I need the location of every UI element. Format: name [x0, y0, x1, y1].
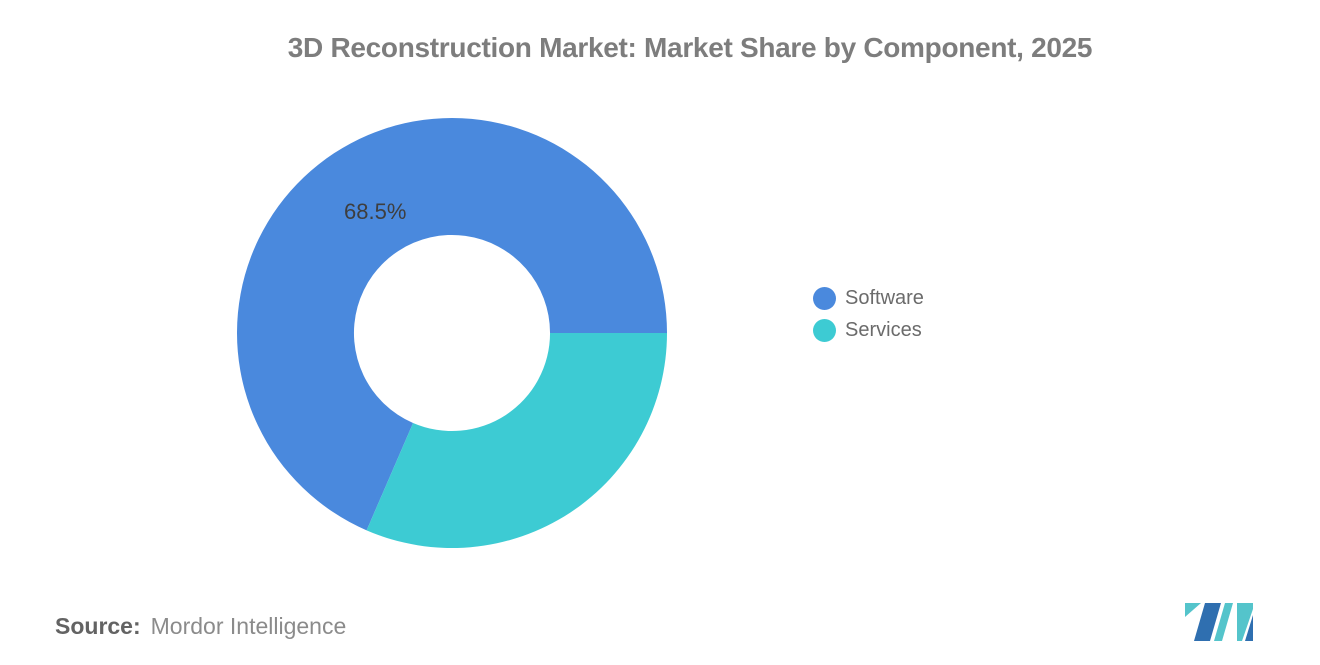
- logo-shape-teal-left-wedge: [1185, 603, 1201, 617]
- logo-shape-blue-left-band: [1194, 603, 1221, 641]
- slice-software[interactable]: [237, 118, 667, 531]
- chart-legend: Software Services: [813, 287, 924, 342]
- legend-marker-software-icon: [813, 287, 836, 310]
- legend-label-software: Software: [845, 287, 924, 309]
- chart-title: 3D Reconstruction Market: Market Share b…: [287, 32, 1093, 63]
- source-prefix-label: Source:: [55, 613, 141, 639]
- slice-services[interactable]: [366, 333, 667, 548]
- mordor-intelligence-logo: [1185, 603, 1253, 641]
- legend-item-software[interactable]: Software: [813, 287, 924, 310]
- donut-chart: [237, 118, 667, 548]
- legend-label-services: Services: [845, 319, 922, 341]
- software-slice-data-label: 68.5%: [344, 199, 407, 224]
- logo-shape-teal-right-block: [1237, 603, 1253, 641]
- legend-item-services[interactable]: Services: [813, 319, 924, 342]
- legend-marker-services-icon: [813, 319, 836, 342]
- source-line: Source: Mordor Intelligence: [55, 613, 346, 640]
- logo-shape-blue-right-tri: [1245, 615, 1253, 641]
- logo-shape-teal-mid-band: [1214, 603, 1233, 641]
- source-name: Mordor Intelligence: [150, 613, 347, 639]
